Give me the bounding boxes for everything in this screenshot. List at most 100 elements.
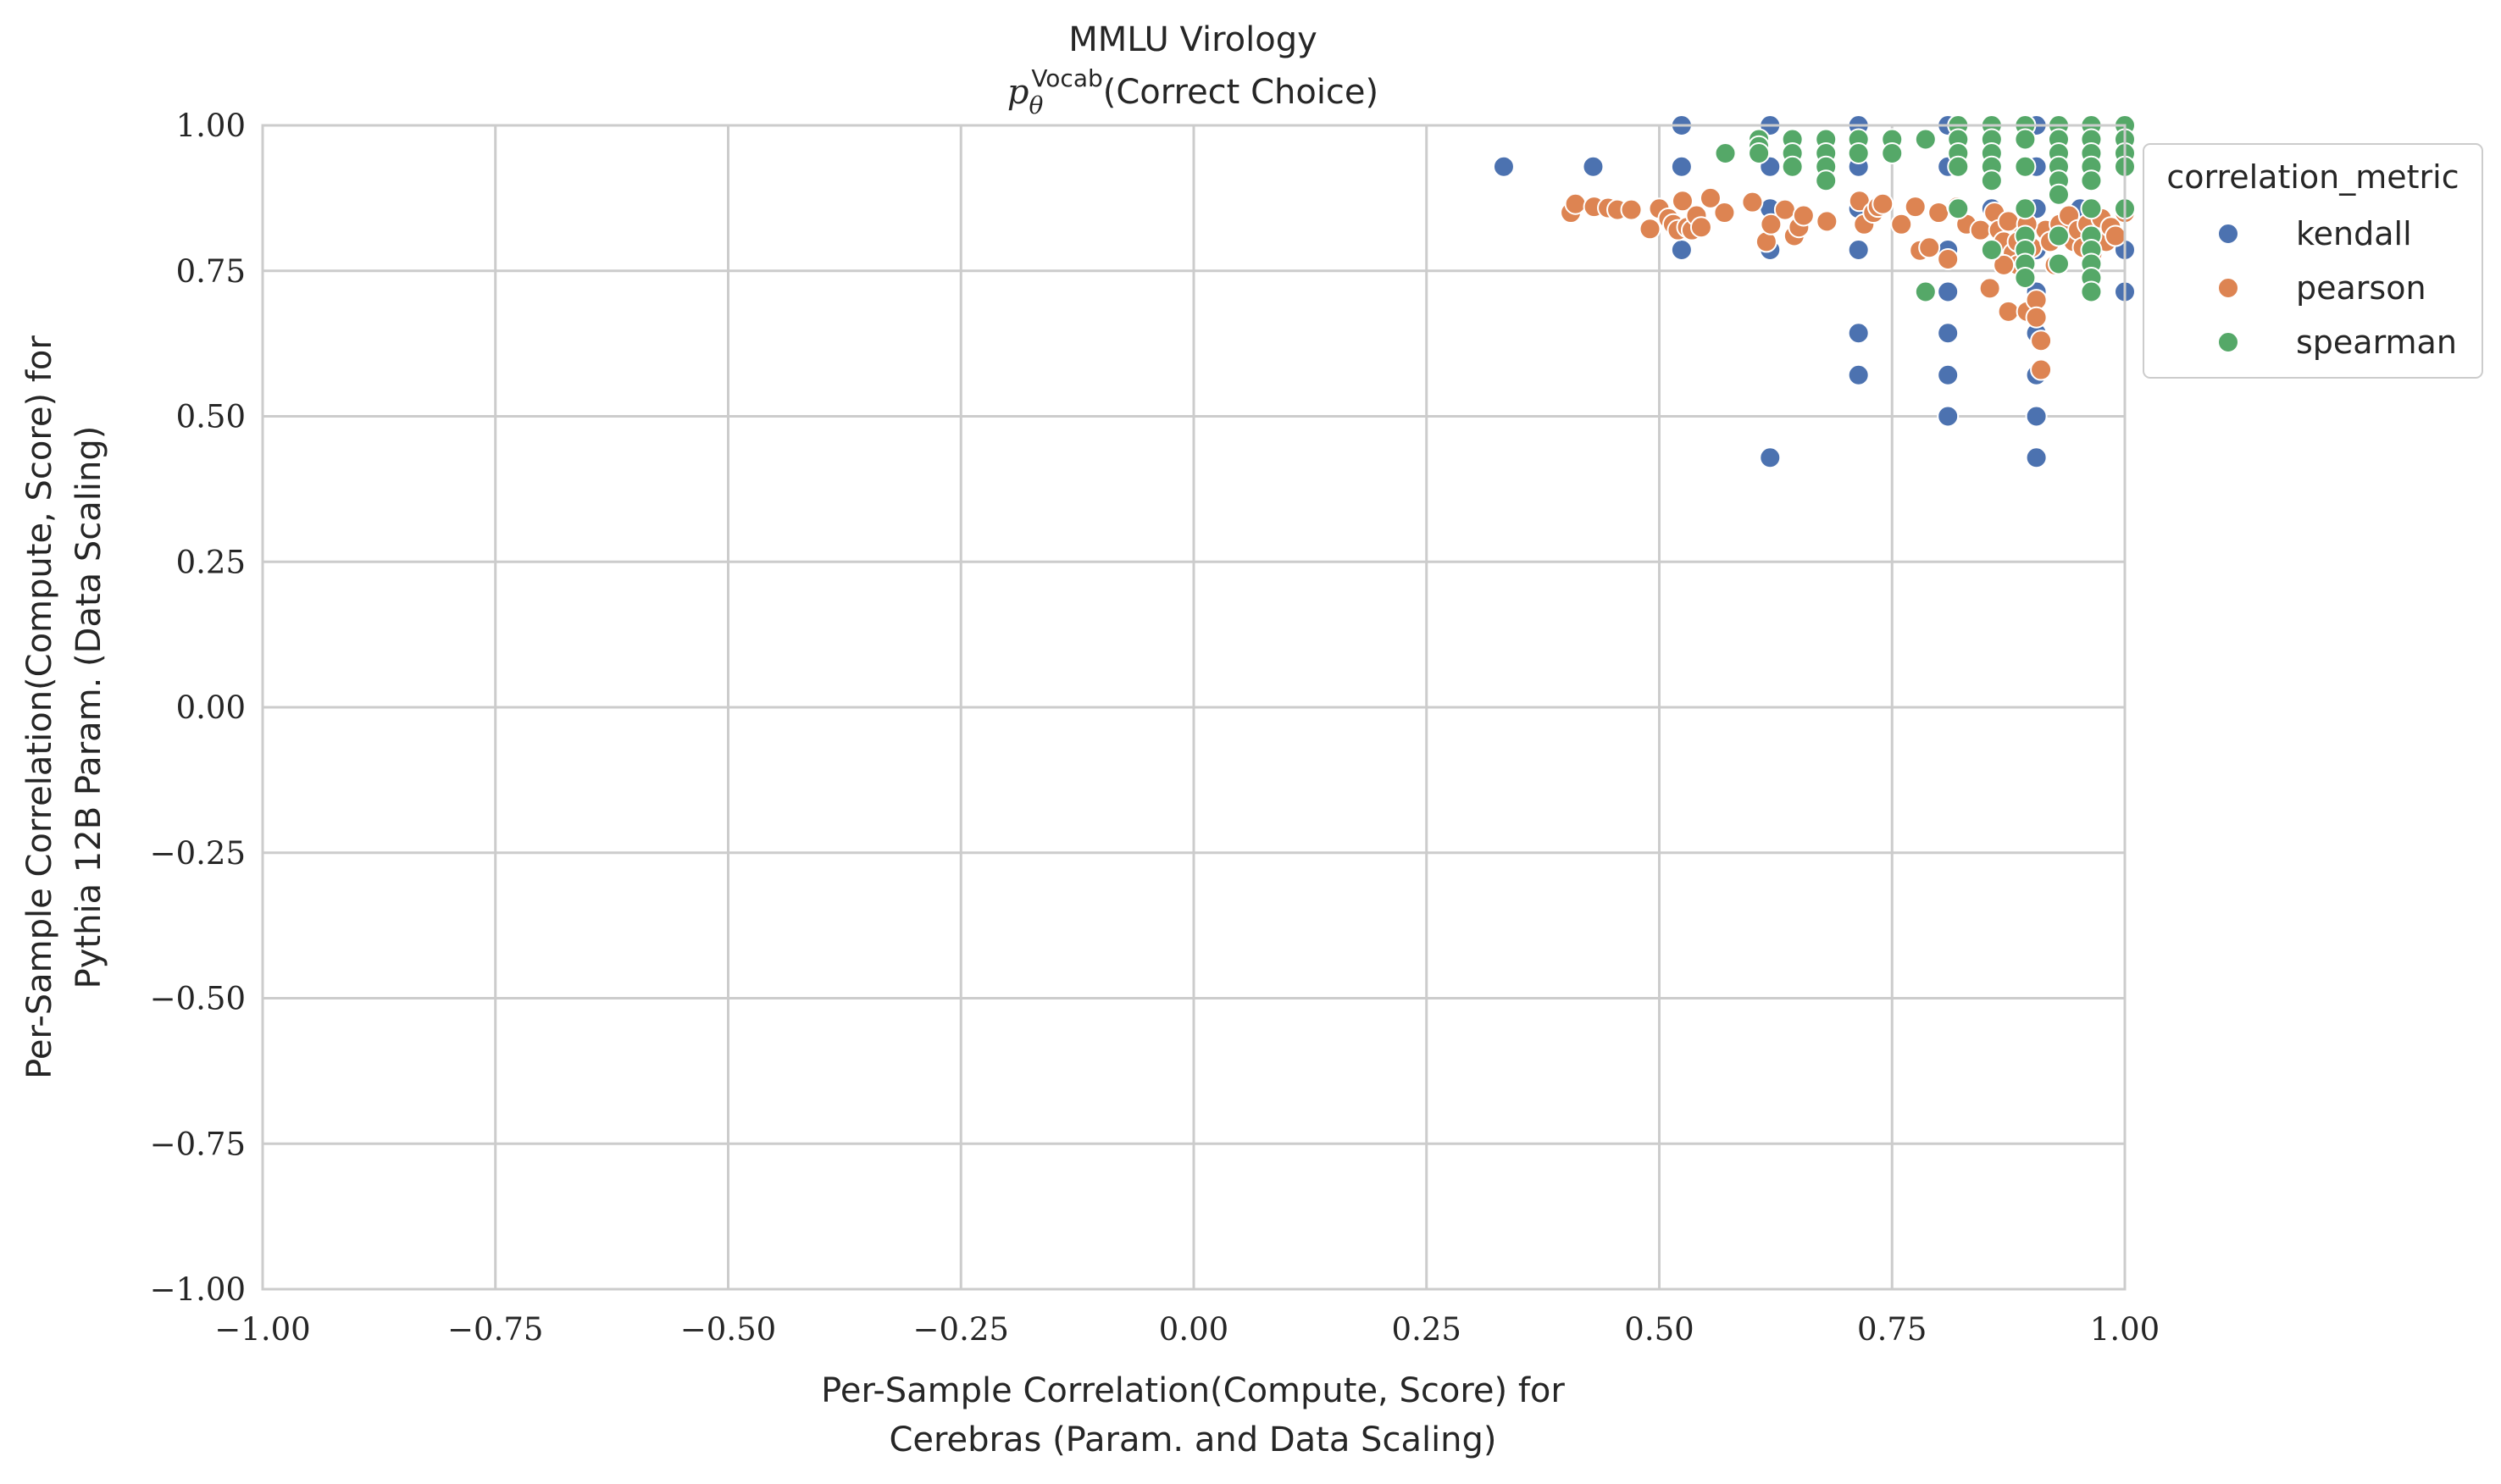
spearman-point bbox=[1914, 280, 1937, 303]
pearson-point bbox=[1699, 186, 1722, 209]
kendall-point bbox=[1492, 155, 1515, 178]
pearson-point bbox=[1760, 213, 1783, 235]
x-tick-label: −0.25 bbox=[913, 1311, 1009, 1348]
spearman-point bbox=[1947, 155, 1970, 178]
x-tick-label: 1.00 bbox=[2090, 1311, 2160, 1348]
subtitle-superscript: Vocab bbox=[1031, 64, 1102, 92]
x-tick-labels: −1.00 −0.75 −0.50 −0.25 0.00 0.25 0.50 0.75 1.00 bbox=[214, 1311, 2160, 1348]
pearson-point bbox=[1872, 192, 1894, 215]
pearson-point bbox=[1993, 253, 2016, 276]
pearson-point bbox=[1792, 204, 1815, 227]
pearson-point bbox=[1937, 248, 1960, 271]
spearman-point bbox=[2080, 169, 2103, 192]
x-tick-label: 0.25 bbox=[1392, 1311, 1461, 1348]
spearman-point bbox=[1914, 128, 1937, 151]
spearman-point bbox=[2047, 183, 2070, 206]
spearman-point bbox=[1980, 169, 2003, 192]
legend-items: kendall pearson spearman bbox=[2217, 215, 2457, 361]
spearman-point bbox=[2047, 224, 2070, 247]
spearman-point bbox=[2080, 197, 2103, 220]
kendall-point bbox=[1847, 239, 1870, 262]
pearson-point bbox=[2030, 358, 2053, 381]
x-tick-label: −1.00 bbox=[214, 1311, 310, 1348]
spearman-point bbox=[2014, 197, 2037, 220]
y-tick-label: −0.25 bbox=[150, 835, 246, 872]
spearman-point bbox=[2014, 266, 2037, 289]
kendall-point bbox=[1937, 280, 1960, 303]
legend-marker-spearman bbox=[2217, 331, 2239, 353]
pearson-point bbox=[1713, 202, 1736, 224]
legend-label-kendall: kendall bbox=[2296, 215, 2412, 252]
legend-box bbox=[2143, 143, 2483, 379]
x-axis-label-line1: Per-Sample Correlation(Compute, Score) f… bbox=[821, 1371, 1565, 1410]
kendall-point bbox=[1847, 322, 1870, 345]
legend-label-spearman: spearman bbox=[2296, 324, 2457, 361]
x-tick-label: −0.50 bbox=[680, 1311, 776, 1348]
x-tick-label: 0.00 bbox=[1159, 1311, 1228, 1348]
x-axis-label-line2: Cerebras (Param. and Data Scaling) bbox=[889, 1420, 1496, 1459]
kendall-point bbox=[1670, 239, 1693, 262]
pearson-point bbox=[1978, 277, 2001, 300]
pearson-point bbox=[2030, 329, 2053, 352]
kendall-point bbox=[1759, 446, 1782, 469]
spearman-point bbox=[1947, 197, 1970, 220]
pearson-point bbox=[1927, 202, 1950, 224]
pearson-point bbox=[1816, 210, 1838, 233]
series-spearman bbox=[1714, 114, 2136, 303]
pearson-point bbox=[1689, 216, 1712, 239]
data-points bbox=[1492, 114, 2136, 469]
spearman-point bbox=[2047, 252, 2070, 275]
y-axis-label-line1: Per-Sample Correlation(Compute, Score) f… bbox=[20, 335, 59, 1079]
x-tick-label: 0.50 bbox=[1624, 1311, 1694, 1348]
spearman-point bbox=[1881, 141, 1904, 164]
pearson-point bbox=[1639, 218, 1661, 241]
spearman-point bbox=[1748, 141, 1771, 164]
spearman-point bbox=[2014, 155, 2037, 178]
legend-label-pearson: pearson bbox=[2296, 269, 2426, 307]
legend: correlation_metric kendall pearson spearma… bbox=[2143, 143, 2483, 379]
spearman-point bbox=[1815, 169, 1838, 192]
spearman-point bbox=[1847, 141, 1870, 164]
pearson-point bbox=[1620, 198, 1643, 221]
y-tick-label: −0.75 bbox=[150, 1126, 246, 1162]
y-tick-label: 0.00 bbox=[176, 689, 246, 726]
kendall-point bbox=[2025, 405, 2048, 428]
kendall-point bbox=[1847, 363, 1870, 386]
chart-subtitle: pθVocab(Correct Choice) bbox=[1007, 64, 1378, 119]
subtitle-symbol: p bbox=[1007, 73, 1029, 112]
pearson-point bbox=[2104, 224, 2127, 247]
pearson-point bbox=[1904, 196, 1927, 219]
spearman-point bbox=[1781, 155, 1804, 178]
y-tick-label: 0.50 bbox=[176, 399, 246, 435]
kendall-point bbox=[1937, 405, 1960, 428]
y-tick-label: 0.75 bbox=[176, 253, 246, 290]
subtitle-subscript: θ bbox=[1029, 91, 1043, 119]
subtitle-rest: (Correct Choice) bbox=[1103, 73, 1378, 112]
plot-border bbox=[261, 124, 2127, 1291]
y-axis-label: Per-Sample Correlation(Compute, Score) f… bbox=[20, 335, 108, 1079]
pearson-point bbox=[1969, 219, 1992, 241]
y-tick-labels: −1.00 −0.75 −0.50 −0.25 0.00 0.25 0.50 0.75 1.00 bbox=[150, 108, 246, 1308]
pearson-point bbox=[2025, 306, 2048, 329]
pearson-point bbox=[1773, 198, 1796, 221]
chart-title: MMLU Virology bbox=[1068, 20, 1317, 59]
y-tick-label: 1.00 bbox=[176, 108, 246, 144]
legend-marker-kendall bbox=[2217, 223, 2239, 245]
kendall-point bbox=[2025, 446, 2048, 469]
spearman-point bbox=[1714, 141, 1737, 164]
spearman-point bbox=[1980, 239, 2003, 262]
y-tick-label: 0.25 bbox=[176, 544, 246, 580]
pearson-point bbox=[1918, 236, 1941, 259]
y-tick-label: −1.00 bbox=[150, 1271, 246, 1308]
x-tick-label: 0.75 bbox=[1857, 1311, 1927, 1348]
pearson-point bbox=[1890, 213, 1913, 235]
spearman-point bbox=[2014, 128, 2037, 151]
kendall-point bbox=[1670, 155, 1693, 178]
kendall-point bbox=[1937, 363, 1960, 386]
x-tick-label: −0.75 bbox=[447, 1311, 543, 1348]
kendall-point bbox=[1582, 155, 1605, 178]
pearson-point bbox=[1741, 191, 1764, 213]
kendall-point bbox=[1937, 322, 1960, 345]
pearson-point bbox=[1671, 190, 1694, 213]
